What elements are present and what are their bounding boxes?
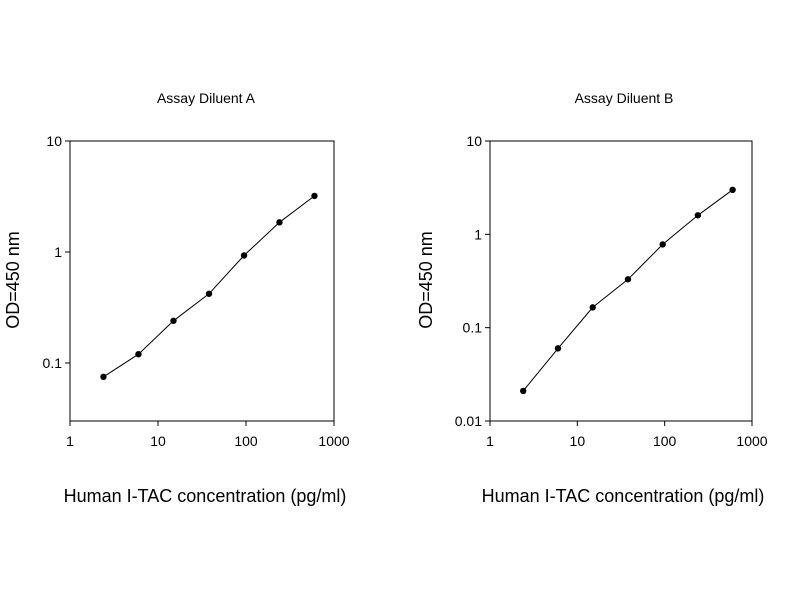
panel-a-x-tick-label: 100 — [234, 433, 258, 449]
panel-b-data-point — [554, 345, 562, 352]
panel-b-ticks: 1 10 100 1000 0.01 0.1 1 10 — [455, 133, 768, 449]
panel-a-marks — [100, 192, 318, 381]
panel-b-y-tick-label: 10 — [466, 133, 482, 149]
panel-b-marks — [520, 186, 736, 395]
panel-a-series-line — [103, 195, 315, 378]
panel-b-title: Assay Diluent B — [575, 90, 674, 106]
panel-b-x-tick-label: 100 — [653, 433, 677, 449]
panel-a-data-point — [135, 350, 142, 358]
panel-a-ticks: 1 10 100 1000 0.1 1 10 — [43, 133, 350, 449]
panel-b-x-tick-label: 1000 — [736, 433, 767, 449]
panel-a-data-point — [276, 219, 283, 226]
panel-b-data-point — [694, 212, 702, 219]
panel-a-title: Assay Diluent A — [157, 90, 256, 106]
panel-a-x-axis-label: Human I-TAC concentration (pg/ml) — [64, 486, 347, 506]
panel-b-y-tick-label: 1 — [474, 226, 482, 242]
panel-a-data-point — [311, 192, 318, 200]
panel-b-data-point — [729, 186, 736, 194]
panel-b-x-tick-label: 1 — [486, 433, 494, 449]
panel-b-series-line — [522, 189, 733, 392]
panel-a-y-tick-label: 1 — [54, 244, 62, 260]
panel-b-data-point — [624, 276, 632, 283]
panel-b-plot-frame — [489, 140, 753, 422]
panel-b: Assay Diluent B OD=450 nm Human I-TAC co… — [416, 90, 768, 506]
panel-b-y-tick-label: 0.1 — [463, 320, 483, 336]
panel-a-y-tick-label: 0.1 — [43, 355, 63, 371]
panel-b-x-axis-label: Human I-TAC concentration (pg/ml) — [482, 486, 765, 506]
panel-a-y-axis-label: OD=450 nm — [3, 231, 23, 329]
panel-b-y-axis-label: OD=450 nm — [416, 231, 436, 329]
panel-a-data-point — [205, 290, 213, 297]
panel-b-data-point — [659, 241, 666, 248]
panel-a-data-point — [100, 373, 107, 381]
panel-a-data-point — [170, 317, 177, 324]
panel-a-x-tick-label: 1 — [66, 433, 74, 449]
panel-b-x-tick-label: 10 — [570, 433, 586, 449]
panel-b-data-point — [589, 304, 596, 311]
panel-b-y-tick-label: 0.01 — [455, 413, 482, 429]
panel-a-y-tick-label: 10 — [46, 133, 62, 149]
panel-a: Assay Diluent A OD=450 nm Human I-TAC co… — [3, 90, 350, 506]
panel-a-x-tick-label: 10 — [150, 433, 166, 449]
panel-a-data-point — [240, 252, 248, 259]
panel-b-data-point — [520, 387, 527, 395]
panel-a-plot-frame — [69, 140, 335, 422]
panel-a-x-tick-label: 1000 — [318, 433, 349, 449]
